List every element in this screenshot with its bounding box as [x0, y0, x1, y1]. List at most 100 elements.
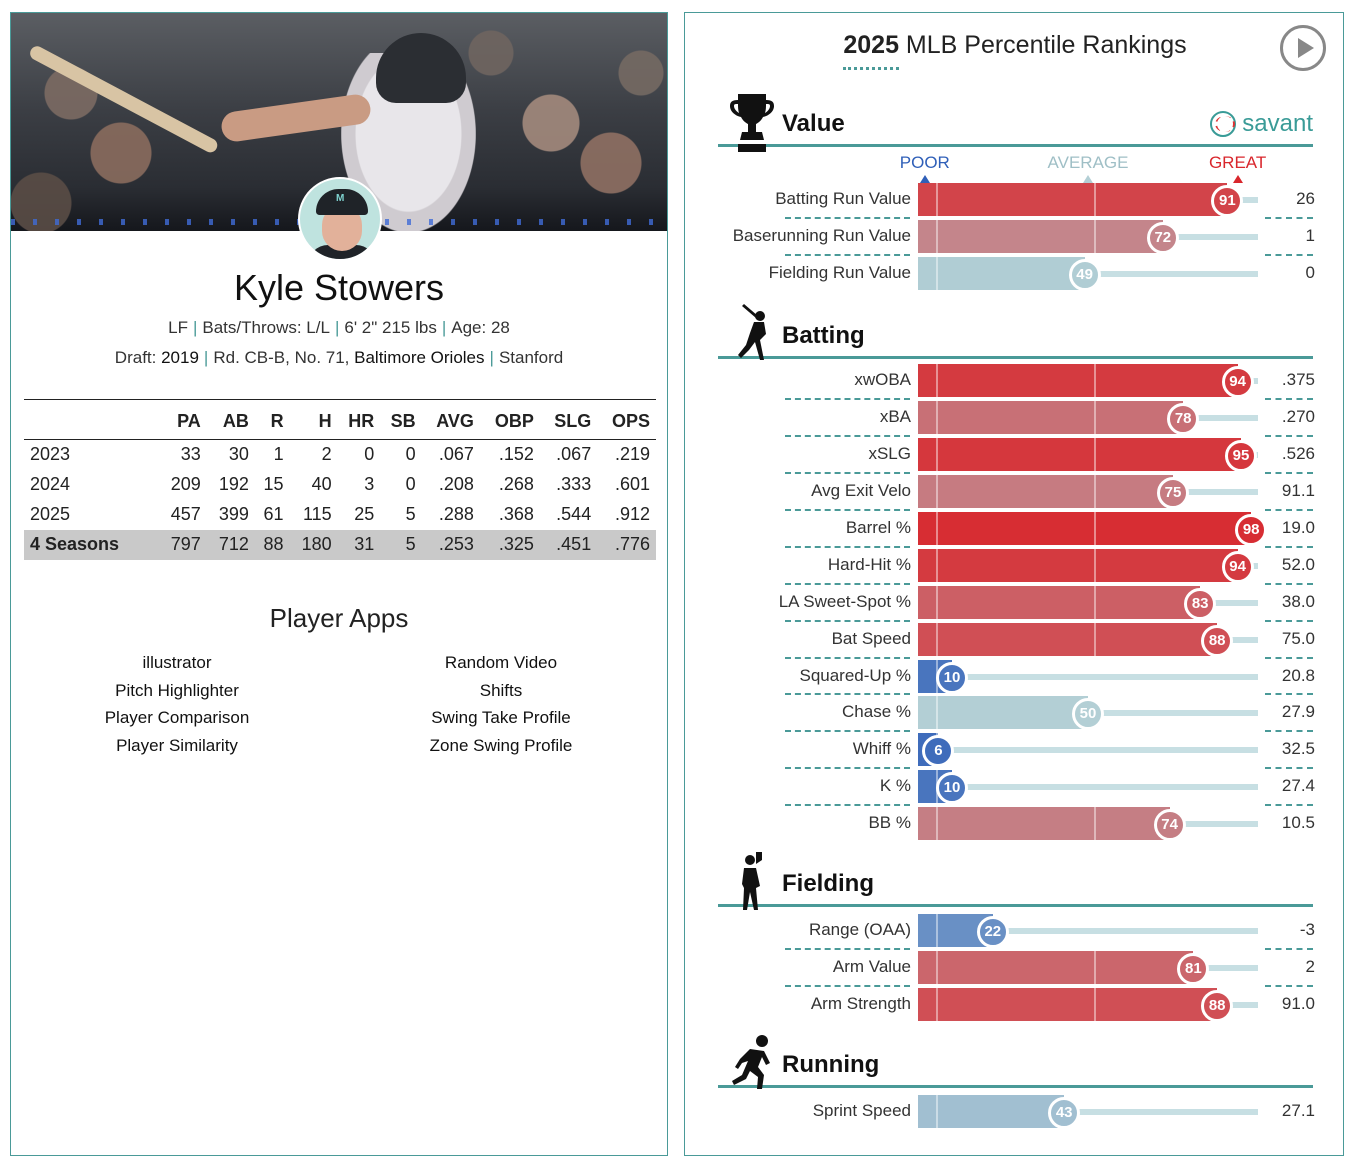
metric-label[interactable]: xSLG: [868, 444, 911, 463]
stat-cell: 457: [170, 504, 201, 524]
metric-row[interactable]: Batting Run Value 91 26: [685, 183, 1345, 217]
percentile-badge: 49: [1068, 259, 1101, 291]
metric-row[interactable]: Squared-Up % 10 20.8: [685, 657, 1345, 694]
metric-label[interactable]: xwOBA: [854, 370, 911, 389]
metric-row[interactable]: xwOBA 94 .375: [685, 364, 1345, 398]
metric-label[interactable]: Whiff %: [852, 739, 911, 758]
section-running: Running: [718, 1035, 1313, 1089]
row-divider: [785, 398, 910, 400]
play-icon[interactable]: [1280, 25, 1326, 71]
metric-row[interactable]: Fielding Run Value 49 0: [685, 254, 1345, 291]
metric-value: .526: [1281, 444, 1315, 463]
app-link[interactable]: Zone Swing Profile: [429, 735, 573, 755]
percentile-track: [918, 747, 1258, 753]
metric-row[interactable]: Bat Speed 88 75.0: [685, 620, 1345, 657]
app-link[interactable]: Shifts: [479, 680, 523, 700]
app-link[interactable]: Pitch Highlighter: [115, 680, 239, 700]
metric-label[interactable]: xBA: [879, 407, 911, 426]
metric-row[interactable]: Avg Exit Velo 75 91.1: [685, 472, 1345, 509]
metric-row[interactable]: Whiff % 6 32.5: [685, 730, 1345, 767]
apps-left-column: illustrator Pitch Highlighter Player Compa…: [37, 653, 317, 763]
app-link[interactable]: Random Video: [444, 653, 558, 672]
metric-row[interactable]: Baserunning Run Value 72 1: [685, 217, 1345, 254]
stats-col-header[interactable]: SB: [380, 399, 422, 440]
app-link[interactable]: Player Comparison: [104, 708, 250, 727]
stats-col-header[interactable]: PA: [158, 399, 207, 440]
stat-cell: .325: [479, 529, 540, 560]
metric-row[interactable]: Arm Strength 88 91.0: [685, 985, 1345, 1022]
scale-marker-icon: [1083, 175, 1093, 183]
app-link[interactable]: Swing Take Profile: [431, 708, 571, 727]
metric-row[interactable]: Range (OAA) 22 -3: [685, 914, 1345, 948]
metric-label[interactable]: Bat Speed: [831, 629, 911, 648]
metric-label[interactable]: Chase %: [842, 702, 911, 721]
percentile-badge: 98: [1235, 514, 1268, 546]
percentile-badge: 6: [922, 735, 955, 767]
metric-label[interactable]: Avg Exit Velo: [811, 481, 911, 500]
percentile-bar: [918, 438, 1241, 471]
metric-row[interactable]: Hard-Hit % 94 52.0: [685, 546, 1345, 583]
row-divider: [785, 948, 910, 950]
metric-row[interactable]: K % 10 27.4: [685, 767, 1345, 804]
metric-row[interactable]: LA Sweet-Spot % 83 38.0: [685, 583, 1345, 620]
stats-col-header[interactable]: AVG: [421, 399, 480, 440]
metric-label[interactable]: Baserunning Run Value: [732, 226, 911, 245]
player-name: Kyle Stowers: [233, 267, 445, 308]
metric-row[interactable]: Arm Value 81 2: [685, 948, 1345, 985]
row-divider: [785, 620, 910, 622]
app-link[interactable]: illustrator: [142, 653, 212, 672]
row-divider: [785, 546, 910, 548]
metric-label[interactable]: Hard-Hit %: [827, 555, 911, 574]
fielder-icon: [730, 850, 774, 912]
stats-col-header[interactable]: HR: [337, 399, 381, 440]
metric-label[interactable]: Range (OAA): [808, 920, 911, 939]
metric-row[interactable]: BB % 74 10.5: [685, 804, 1345, 841]
stat-cell: .451: [539, 529, 598, 560]
stats-col-header[interactable]: OBP: [479, 399, 540, 440]
metric-row[interactable]: Sprint Speed 43 27.1: [685, 1095, 1345, 1129]
stats-col-header[interactable]: OPS: [597, 399, 656, 440]
metric-label[interactable]: K %: [879, 776, 911, 795]
metric-value: 32.5: [1281, 739, 1315, 758]
section-title: Running: [782, 1051, 880, 1078]
metric-row[interactable]: Barrel % 98 19.0: [685, 509, 1345, 546]
percentile-badge: 74: [1153, 809, 1186, 841]
stat-cell: 797: [158, 529, 207, 560]
metric-label[interactable]: LA Sweet-Spot %: [778, 592, 911, 611]
stats-col-header[interactable]: SLG: [539, 399, 598, 440]
percentile-badge: 78: [1167, 403, 1200, 435]
stat-cell: 192: [218, 474, 249, 494]
rankings-year[interactable]: 2025: [843, 31, 899, 59]
stats-col-header[interactable]: H: [289, 399, 338, 440]
row-divider: [785, 435, 910, 437]
metric-label[interactable]: Batting Run Value: [775, 189, 911, 208]
metric-label[interactable]: Sprint Speed: [812, 1101, 911, 1120]
stats-col-header[interactable]: AB: [206, 399, 255, 440]
stats-col-header[interactable]: [24, 399, 159, 440]
metric-label[interactable]: Barrel %: [845, 518, 911, 537]
app-link[interactable]: Player Similarity: [116, 735, 238, 755]
season-label: 2025: [30, 504, 71, 524]
stat-cell: 40: [311, 474, 332, 494]
savant-logo[interactable]: savant: [1210, 110, 1313, 138]
table-row: 2025 457 399 61 115 25 5 .288 .368 .544 .912: [24, 500, 656, 530]
percentile-badge: 94: [1221, 366, 1254, 398]
percentile-badge: 88: [1201, 990, 1234, 1022]
row-divider: [1265, 217, 1313, 219]
metric-row[interactable]: xBA 78 .270: [685, 398, 1345, 435]
scale-label-poor: POOR: [899, 153, 950, 172]
stat-cell: .544: [556, 504, 592, 524]
metric-row[interactable]: Chase % 50 27.9: [685, 693, 1345, 730]
metric-label[interactable]: Fielding Run Value: [768, 263, 911, 282]
percentile-bar: [918, 183, 1228, 216]
metric-row[interactable]: xSLG 95 .526: [685, 435, 1345, 472]
metric-label[interactable]: Squared-Up %: [799, 666, 911, 685]
metric-label[interactable]: Arm Value: [832, 957, 911, 976]
percentile-bar: [918, 401, 1184, 434]
metric-value: 75.0: [1281, 629, 1315, 648]
metric-label[interactable]: Arm Strength: [810, 994, 911, 1013]
draft-team-link[interactable]: Baltimore Orioles: [354, 348, 485, 367]
metric-label[interactable]: BB %: [868, 813, 911, 832]
stats-col-header[interactable]: R: [254, 399, 290, 440]
percentile-track: [918, 1109, 1258, 1115]
